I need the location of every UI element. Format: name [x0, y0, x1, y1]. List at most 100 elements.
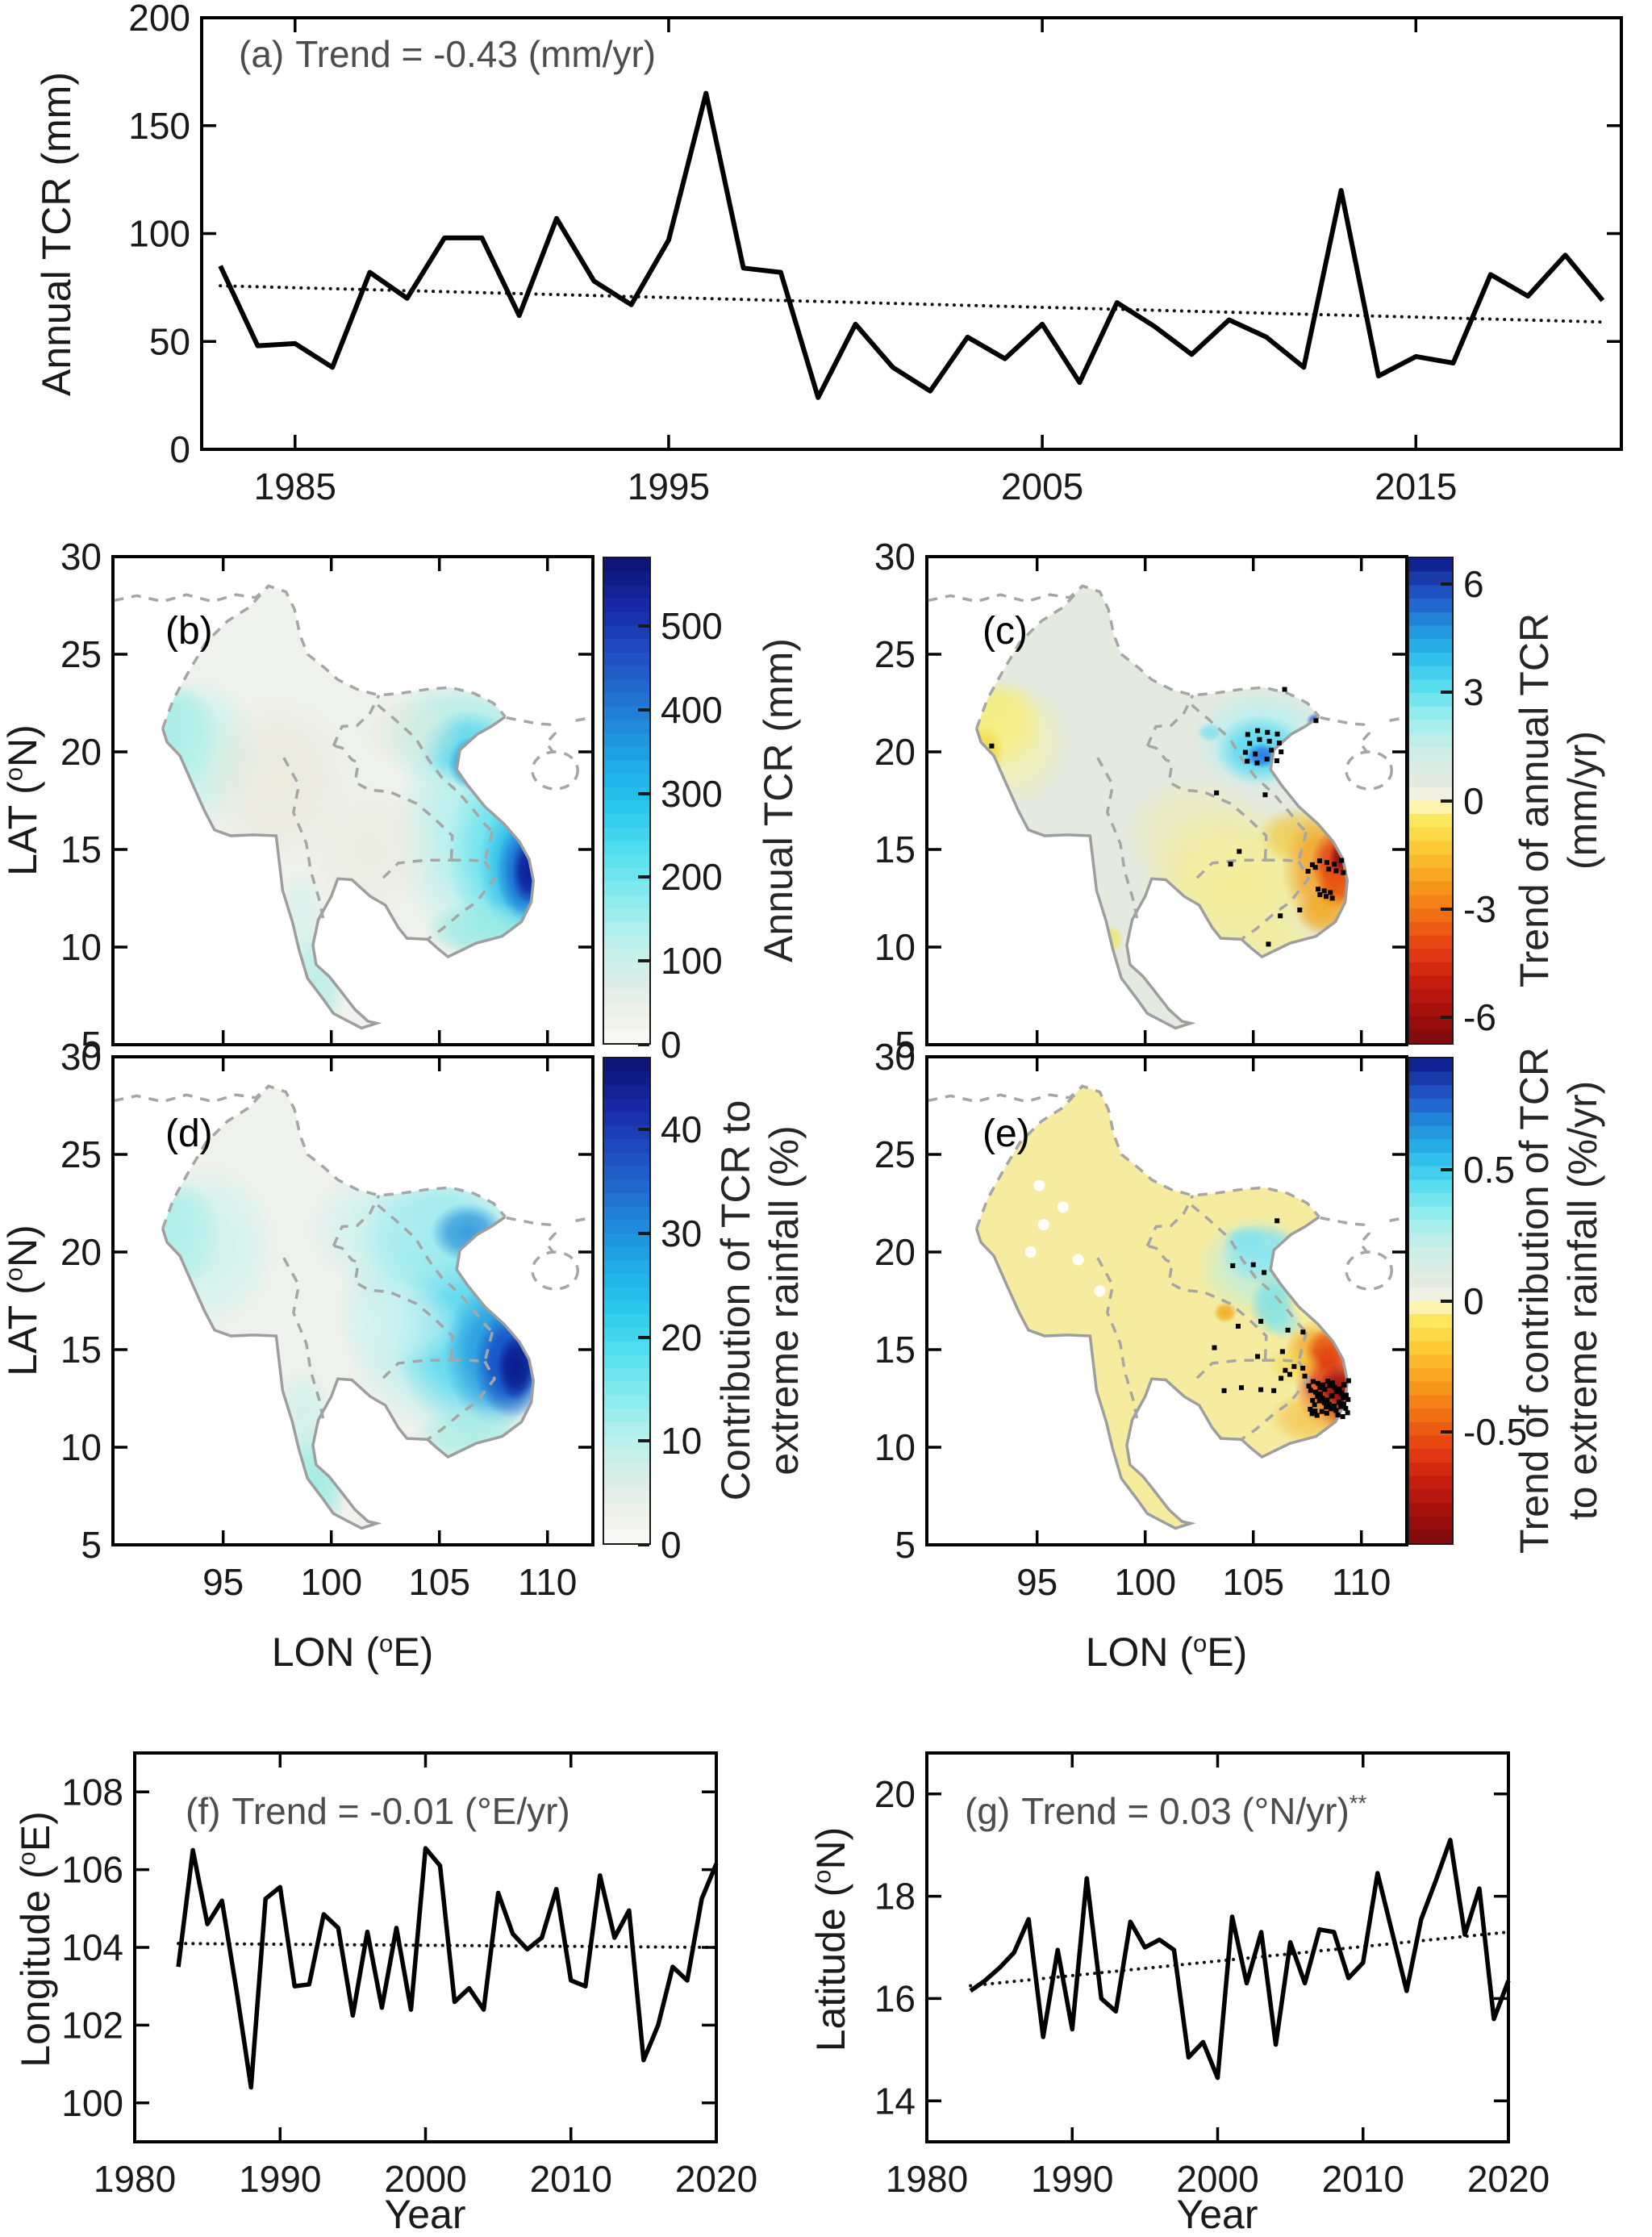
china-coast-dash: [575, 716, 591, 722]
svg-text:14: 14: [874, 2080, 916, 2122]
svg-text:105: 105: [408, 1561, 470, 1603]
trend-line: [177, 1942, 718, 1949]
china-coast-dash: [113, 1085, 270, 1104]
svg-text:15: 15: [874, 828, 916, 870]
china-coast-dash: [1320, 716, 1371, 753]
svg-text:100: 100: [61, 2082, 123, 2124]
hainan-outline: [1345, 1250, 1393, 1291]
country-border: [377, 703, 494, 833]
panel-g-title: (g) Trend = 0.03 (°N/yr)**: [965, 1790, 1367, 1832]
axis-ticks: 95 100 105 110 5 10 15 20 25 30: [874, 1036, 1407, 1603]
colorbar-tick: [638, 1128, 649, 1132]
svg-text:2010: 2010: [530, 2158, 612, 2200]
north-border: [975, 584, 1320, 729]
colorbar-tick-label: 20: [661, 1316, 703, 1358]
svg-text:10: 10: [60, 1426, 102, 1468]
svg-text:30: 30: [874, 1036, 916, 1078]
svg-text:25: 25: [874, 633, 916, 675]
svg-text:104: 104: [61, 1926, 123, 1968]
svg-text:20: 20: [60, 731, 102, 773]
country-border: [1145, 1195, 1195, 1247]
colorbar-tick-label: 300: [661, 772, 723, 815]
colorbar-tick: [1441, 691, 1452, 695]
china-coast-dash: [1389, 716, 1405, 722]
country-border: [1240, 1360, 1311, 1441]
svg-text:150: 150: [128, 105, 190, 147]
axis-box: [925, 1055, 1408, 1546]
country-border: [334, 1245, 454, 1361]
country-border: [282, 1257, 326, 1422]
panel-e-xlabel: LON (oE): [1085, 1629, 1248, 1675]
china-coast-dash: [1389, 1216, 1405, 1222]
svg-text:2005: 2005: [1001, 465, 1083, 507]
svg-text:25: 25: [874, 1133, 916, 1175]
coastline: [974, 1216, 1350, 1530]
svg-text:25: 25: [60, 633, 102, 675]
svg-text:95: 95: [202, 1561, 244, 1603]
svg-text:1985: 1985: [254, 465, 336, 507]
colorbar-tick-label: 10: [661, 1420, 703, 1463]
colorbar-tick: [638, 959, 649, 963]
svg-text:10: 10: [60, 926, 102, 968]
svg-text:1980: 1980: [886, 2158, 968, 2200]
panel-e-cb-title-2: to extreme rainfall (%/yr): [1560, 1080, 1605, 1521]
svg-text:2000: 2000: [1176, 2158, 1258, 2200]
panel-c-cb-title-2: (mm/yr): [1560, 730, 1605, 870]
north-border: [161, 1084, 507, 1229]
country-border: [483, 831, 494, 862]
country-border: [1297, 831, 1308, 862]
stipple: [989, 687, 1346, 947]
panel-b-map: 5 10 15 20 25 30: [60, 536, 594, 1066]
svg-text:10: 10: [874, 1426, 916, 1468]
panel-f-chart: 1980 1990 2000 2010 2020 100 102 104 106 108: [61, 1751, 757, 2200]
colorbar-tick: [638, 791, 649, 795]
svg-text:1995: 1995: [628, 465, 710, 507]
svg-text:100: 100: [300, 1561, 362, 1603]
colorbar-tick: [1441, 1167, 1452, 1171]
panel-a-letter: (a): [239, 33, 285, 75]
svg-text:16: 16: [874, 1978, 916, 2020]
country-border: [1265, 1358, 1299, 1363]
panel-e-letter: (e): [982, 1112, 1030, 1155]
coastline: [161, 716, 536, 1030]
country-border: [382, 1358, 452, 1379]
panel-d-xlabel: LON (oE): [271, 1629, 434, 1675]
colorbar-tick-label: 0: [1463, 1279, 1484, 1322]
panel-f-ylabel: Longitude (oE): [12, 1811, 58, 2068]
country-border: [1240, 860, 1311, 941]
north-border: [975, 1084, 1320, 1229]
country-border: [483, 1331, 494, 1362]
china-coast-dash: [927, 1085, 1084, 1104]
country-border: [1145, 695, 1195, 747]
panel-d-cb-title-1: Contribution of TCR to: [713, 1100, 758, 1501]
country-border: [451, 858, 486, 863]
coastline: [974, 716, 1350, 1030]
svg-text:95: 95: [1016, 1561, 1058, 1603]
panel-d-cb-title-2: extreme rainfall (%): [761, 1125, 807, 1475]
panel-a-ylabel: Annual TCR (mm): [34, 72, 79, 396]
shading: [162, 675, 534, 1029]
colorbar-tick: [1441, 582, 1452, 586]
hainan-outline: [531, 750, 579, 791]
svg-text:2000: 2000: [384, 2158, 466, 2200]
svg-text:30: 30: [60, 536, 102, 578]
svg-text:5: 5: [895, 1024, 916, 1066]
colorbar-tick: [638, 1231, 649, 1235]
panel-f-title: (f) Trend = -0.01 (°E/yr): [186, 1790, 570, 1832]
svg-text:10: 10: [874, 926, 916, 968]
colorbar-tick-label: 30: [661, 1212, 703, 1254]
svg-text:20: 20: [874, 1231, 916, 1273]
panel-e-cb-title-1: Trend of contribution of TCR: [1512, 1046, 1557, 1555]
country-border: [1148, 745, 1268, 861]
axis-box: [925, 1751, 1510, 2143]
panel-e-map: 95 100 105 110 5 10 15 20 25 30: [874, 1036, 1408, 1603]
panel-b-cb-title: Annual TCR (mm): [756, 638, 801, 962]
panel-f-letter: (f): [186, 1790, 221, 1832]
colorbar-tick: [1441, 907, 1452, 911]
svg-text:106: 106: [61, 1849, 123, 1891]
svg-text:20: 20: [874, 1773, 916, 1815]
axis-box: [133, 1751, 718, 2143]
country-border: [1148, 1245, 1268, 1361]
colorbar-tick: [1441, 1299, 1452, 1303]
svg-text:102: 102: [61, 2005, 123, 2047]
